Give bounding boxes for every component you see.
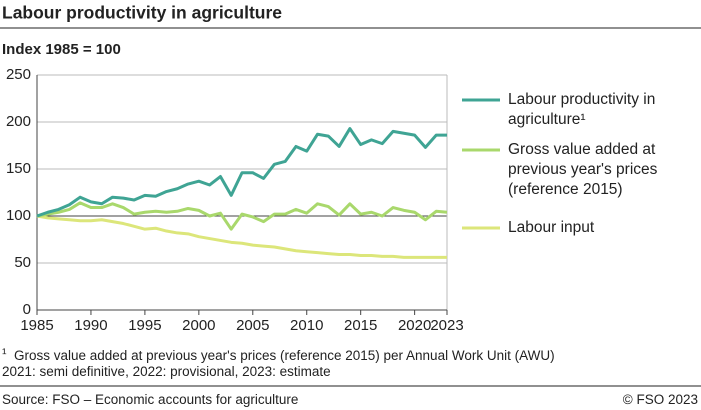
series-line xyxy=(36,201,448,231)
x-tick-label: 2005 xyxy=(236,317,269,334)
x-tick-label: 2010 xyxy=(290,317,323,334)
y-tick-label: 200 xyxy=(6,113,31,130)
x-tick-label: 2000 xyxy=(182,317,215,334)
x-tick-label: 2023 xyxy=(430,317,463,334)
footnote-marker: ¹ xyxy=(2,346,7,361)
y-tick-label: 250 xyxy=(6,66,31,83)
x-tick-label: 1990 xyxy=(74,317,107,334)
footnote: Gross value added at previous year's pri… xyxy=(14,348,555,363)
y-tick-label: 0 xyxy=(23,301,31,318)
note: 2021: semi definitive, 2022: provisional… xyxy=(2,364,331,379)
legend-label: Gross value added at previous year's pri… xyxy=(508,141,658,198)
copyright: © FSO 2023 xyxy=(622,392,698,407)
x-tick-label: 2015 xyxy=(344,317,377,334)
source: Source: FSO – Economic accounts for agri… xyxy=(2,392,299,407)
y-tick-label: 150 xyxy=(6,160,31,177)
series-line xyxy=(36,127,447,218)
y-tick-label: 50 xyxy=(14,254,31,271)
legend-label: Labour productivity in agriculture¹ xyxy=(508,91,656,128)
x-tick-label: 1995 xyxy=(128,317,161,334)
legend-label: Labour input xyxy=(508,219,595,236)
subtitle: Index 1985 = 100 xyxy=(2,41,121,58)
x-tick-label: 2020 xyxy=(398,317,431,334)
series-line xyxy=(36,214,447,259)
x-tick-label: 1985 xyxy=(20,317,53,334)
y-tick-label: 100 xyxy=(6,207,31,224)
chart-title: Labour productivity in agriculture xyxy=(2,3,282,23)
